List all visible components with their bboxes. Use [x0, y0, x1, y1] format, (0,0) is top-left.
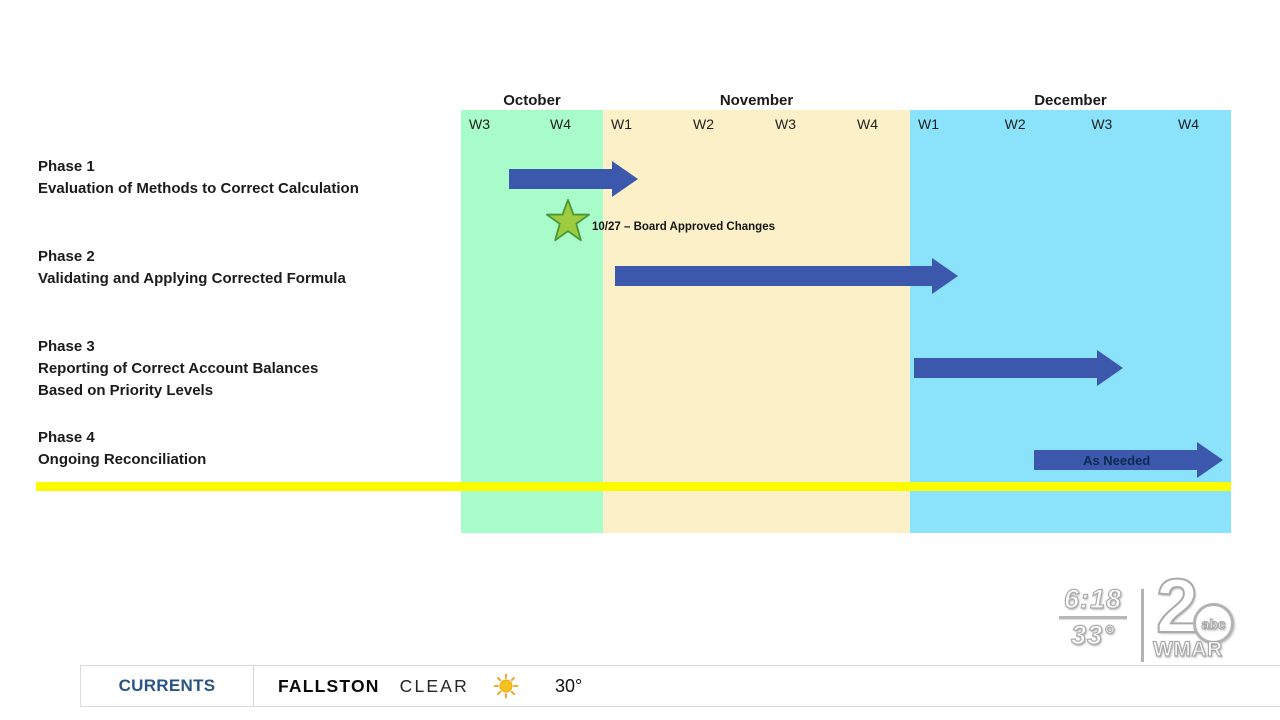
- month-label-october: October: [503, 92, 561, 109]
- week-label: W4: [857, 116, 878, 132]
- week-label: W4: [550, 116, 571, 132]
- gantt-arrow-phase-3: [914, 350, 1123, 386]
- week-label: W3: [469, 116, 490, 132]
- arrow-head-icon: [611, 161, 638, 197]
- month-label-december: December: [1034, 92, 1107, 109]
- milestone-star-icon: [546, 199, 590, 242]
- clock-temperature: 33°: [1070, 619, 1115, 650]
- ticker-temperature: 30°: [555, 675, 583, 696]
- clock-time: 6:18: [1063, 583, 1123, 614]
- week-label: W2: [693, 116, 714, 132]
- phase-2-label: Phase 2 Validating and Applying Correcte…: [38, 246, 346, 290]
- arrow-body: [614, 266, 935, 286]
- abc-network-label: abc: [1201, 615, 1226, 632]
- arrow-body: [914, 358, 1099, 378]
- arrow-label: As Needed: [1083, 452, 1151, 468]
- ticker-location: FALLSTON: [278, 675, 380, 696]
- week-label: W3: [1091, 116, 1113, 132]
- phase-description: Based on Priority Levels: [38, 382, 214, 399]
- station-callsign: WMAR: [1152, 637, 1223, 661]
- arrow-body: [509, 169, 614, 189]
- gantt-arrow-phase-2: [614, 258, 959, 294]
- phase-title: Phase 1: [38, 158, 95, 175]
- phase-title: Phase 2: [38, 248, 95, 265]
- phase-title: Phase 4: [38, 429, 95, 446]
- milestone-annotation: 10/27 – Board Approved Changes: [592, 221, 775, 233]
- channel-2-glyph: 2: [1155, 564, 1199, 649]
- highlight-underline: [36, 482, 1231, 491]
- gantt-arrow-phase-4: As Needed: [1034, 442, 1223, 478]
- gantt-arrow-phase-1: [509, 161, 638, 197]
- clock-divider-rule: [1059, 616, 1127, 619]
- ticker-divider: [253, 666, 254, 706]
- phase-description: Ongoing Reconciliation: [38, 451, 207, 468]
- week-label: W1: [918, 116, 939, 132]
- month-label-november: November: [719, 92, 794, 109]
- week-label: W2: [1004, 116, 1026, 132]
- weather-ticker: CURRENTS FALLSTON CLEAR 30°: [80, 665, 1280, 707]
- clock-temp-bug: 6:18 33°: [1053, 583, 1133, 651]
- arrow-body: [1034, 450, 1199, 470]
- phase-description: Reporting of Correct Account Balances: [38, 360, 319, 377]
- bug-vertical-divider: [1141, 589, 1144, 662]
- phase-1-label: Phase 1 Evaluation of Methods to Correct…: [38, 156, 359, 200]
- band-november: [603, 110, 910, 533]
- phase-4-label: Phase 4 Ongoing Reconciliation: [38, 427, 206, 471]
- sun-icon: [493, 673, 519, 699]
- abc-network-icon: abc: [1193, 603, 1234, 644]
- phase-description: Evaluation of Methods to Correct Calcula…: [38, 180, 359, 197]
- arrow-head-icon: [1196, 442, 1223, 478]
- arrow-head-icon: [1096, 350, 1123, 386]
- ticker-section-label: CURRENTS: [118, 676, 216, 695]
- phase-3-label: Phase 3 Reporting of Correct Account Bal…: [38, 336, 318, 402]
- week-label: W3: [775, 116, 796, 132]
- ticker-condition: CLEAR: [399, 675, 469, 696]
- phase-description: Validating and Applying Corrected Formul…: [38, 270, 346, 287]
- station-logo: 2 abc WMAR: [1152, 568, 1248, 669]
- phase-title: Phase 3: [38, 338, 95, 355]
- arrow-head-icon: [932, 258, 959, 294]
- week-label: W4: [1178, 116, 1199, 132]
- week-label: W1: [611, 116, 632, 132]
